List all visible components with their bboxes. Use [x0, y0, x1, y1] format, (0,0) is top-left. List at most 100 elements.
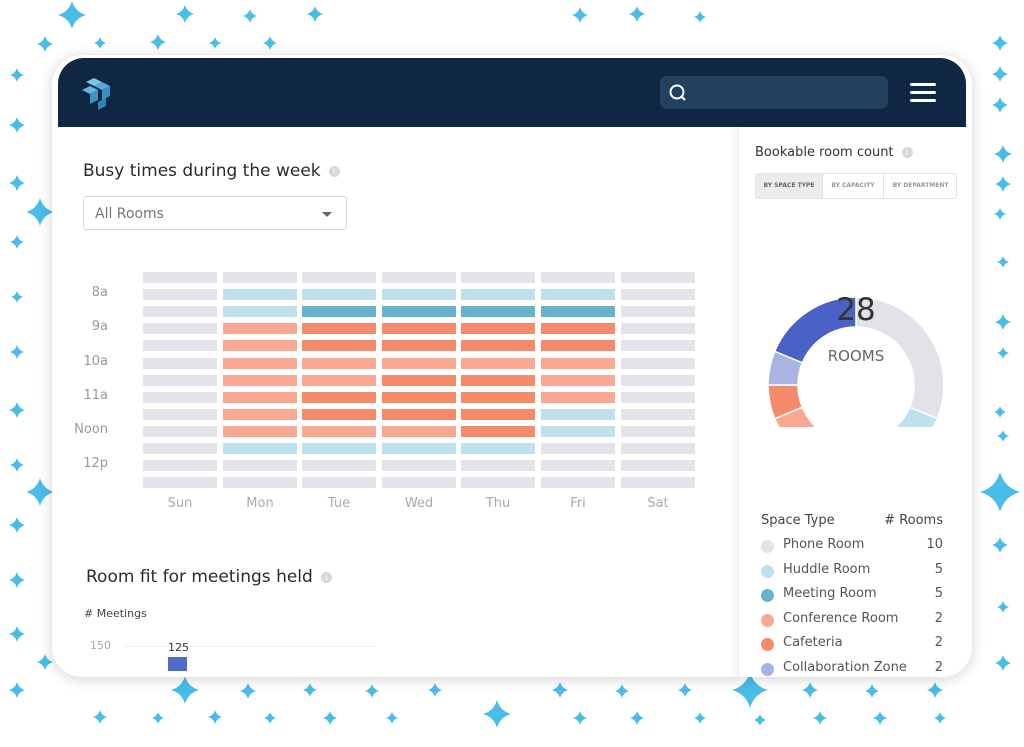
heatmap-cell[interactable]: [541, 460, 615, 472]
heatmap-cell[interactable]: [382, 306, 456, 318]
heatmap-cell[interactable]: [223, 357, 297, 369]
room-filter-dropdown[interactable]: All Rooms: [83, 196, 347, 230]
heatmap-cell[interactable]: [143, 443, 217, 454]
legend-item[interactable]: Collaboration Zone 2: [761, 660, 943, 677]
legend-item[interactable]: Huddle Room 5: [761, 562, 943, 582]
heatmap-cell[interactable]: [621, 289, 695, 301]
heatmap-cell[interactable]: [302, 408, 376, 420]
heatmap-cell[interactable]: [382, 340, 456, 352]
heatmap-cell[interactable]: [223, 408, 297, 420]
heatmap-cell[interactable]: [302, 272, 376, 283]
heatmap-cell[interactable]: [461, 289, 535, 301]
heatmap-cell[interactable]: [541, 289, 615, 301]
info-icon[interactable]: i: [328, 165, 340, 177]
heatmap-cell[interactable]: [541, 357, 615, 369]
heatmap-cell[interactable]: [541, 391, 615, 403]
heatmap-cell[interactable]: [461, 323, 535, 335]
heatmap-cell[interactable]: [382, 460, 456, 472]
heatmap-cell[interactable]: [302, 425, 376, 437]
heatmap-cell[interactable]: [621, 323, 695, 335]
heatmap-cell[interactable]: [143, 306, 217, 318]
heatmap-cell[interactable]: [621, 272, 695, 283]
tab-by-capacity[interactable]: BY CAPACITY: [823, 174, 884, 198]
heatmap-cell[interactable]: [143, 477, 217, 489]
heatmap-cell[interactable]: [302, 391, 376, 403]
heatmap-cell[interactable]: [621, 408, 695, 420]
heatmap-cell[interactable]: [143, 408, 217, 420]
heatmap-cell[interactable]: [382, 425, 456, 437]
heatmap-cell[interactable]: [302, 323, 376, 335]
hamburger-menu-icon[interactable]: [910, 83, 936, 103]
heatmap-cell[interactable]: [382, 443, 456, 454]
heatmap-cell[interactable]: [223, 391, 297, 403]
donut-segment[interactable]: [773, 296, 857, 364]
heatmap-cell[interactable]: [461, 272, 535, 283]
search-input[interactable]: [660, 76, 888, 109]
heatmap-cell[interactable]: [621, 357, 695, 369]
heatmap-cell[interactable]: [382, 323, 456, 335]
heatmap-cell[interactable]: [621, 306, 695, 318]
tab-by-space-type[interactable]: BY SPACE TYPE: [756, 174, 823, 198]
heatmap-cell[interactable]: [461, 408, 535, 420]
heatmap-cell[interactable]: [143, 460, 217, 472]
heatmap-cell[interactable]: [302, 374, 376, 386]
heatmap-cell[interactable]: [143, 391, 217, 403]
heatmap-cell[interactable]: [461, 357, 535, 369]
info-icon[interactable]: i: [901, 147, 913, 158]
heatmap-cell[interactable]: [541, 323, 615, 335]
legend-item[interactable]: Phone Room 10: [761, 537, 943, 557]
legend-item[interactable]: Conference Room 2: [761, 611, 943, 631]
heatmap-cell[interactable]: [382, 357, 456, 369]
heatmap-cell[interactable]: [382, 391, 456, 403]
info-icon[interactable]: i: [320, 571, 332, 583]
heatmap-cell[interactable]: [621, 477, 695, 489]
heatmap-cell[interactable]: [302, 443, 376, 454]
heatmap-cell[interactable]: [143, 289, 217, 301]
heatmap-cell[interactable]: [541, 272, 615, 283]
heatmap-cell[interactable]: [223, 323, 297, 335]
donut-segment[interactable]: [867, 406, 939, 427]
heatmap-cell[interactable]: [223, 443, 297, 454]
heatmap-cell[interactable]: [143, 323, 217, 335]
heatmap-cell[interactable]: [461, 443, 535, 454]
heatmap-cell[interactable]: [223, 272, 297, 283]
heatmap-cell[interactable]: [223, 289, 297, 301]
heatmap-cell[interactable]: [302, 340, 376, 352]
heatmap-cell[interactable]: [223, 340, 297, 352]
heatmap-cell[interactable]: [143, 374, 217, 386]
heatmap-cell[interactable]: [541, 477, 615, 489]
heatmap-cell[interactable]: [223, 306, 297, 318]
heatmap-cell[interactable]: [621, 340, 695, 352]
legend-item[interactable]: Meeting Room 5: [761, 586, 943, 606]
heatmap-cell[interactable]: [541, 340, 615, 352]
heatmap-cell[interactable]: [621, 425, 695, 437]
donut-segment[interactable]: [855, 296, 945, 420]
heatmap-cell[interactable]: [302, 306, 376, 318]
heatmap-cell[interactable]: [143, 272, 217, 283]
heatmap-cell[interactable]: [382, 408, 456, 420]
heatmap-cell[interactable]: [223, 425, 297, 437]
heatmap-cell[interactable]: [143, 425, 217, 437]
heatmap-cell[interactable]: [302, 357, 376, 369]
heatmap-cell[interactable]: [223, 477, 297, 489]
heatmap-cell[interactable]: [541, 408, 615, 420]
heatmap-cell[interactable]: [541, 443, 615, 454]
heatmap-cell[interactable]: [302, 460, 376, 472]
heatmap-cell[interactable]: [461, 460, 535, 472]
heatmap-cell[interactable]: [461, 391, 535, 403]
heatmap-cell[interactable]: [382, 272, 456, 283]
heatmap-cell[interactable]: [621, 443, 695, 454]
heatmap-cell[interactable]: [382, 289, 456, 301]
heatmap-cell[interactable]: [541, 374, 615, 386]
heatmap-cell[interactable]: [621, 391, 695, 403]
heatmap-cell[interactable]: [461, 477, 535, 489]
heatmap-cell[interactable]: [143, 340, 217, 352]
heatmap-cell[interactable]: [621, 460, 695, 472]
heatmap-cell[interactable]: [143, 357, 217, 369]
heatmap-cell[interactable]: [461, 306, 535, 318]
heatmap-cell[interactable]: [621, 374, 695, 386]
tab-by-department[interactable]: BY DEPARTMENT: [892, 182, 949, 189]
heatmap-cell[interactable]: [223, 374, 297, 386]
heatmap-cell[interactable]: [382, 477, 456, 489]
heatmap-cell[interactable]: [223, 460, 297, 472]
